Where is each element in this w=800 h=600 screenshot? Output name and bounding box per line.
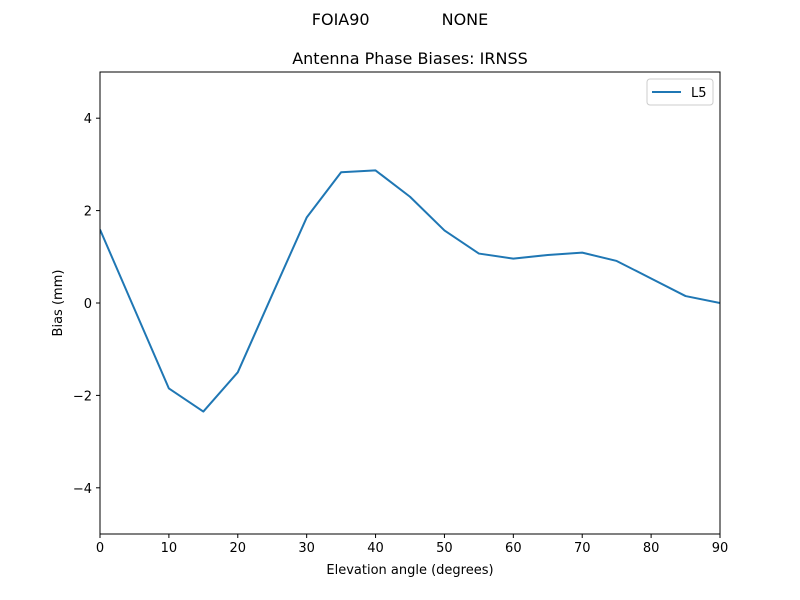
y-tick-label: 2 xyxy=(84,205,92,220)
x-tick-label: 0 xyxy=(96,541,104,556)
axes: 0 10 20 30 40 50 60 70 80 90 −4 −2 0 2 4 xyxy=(73,71,729,556)
x-tick-label: 10 xyxy=(161,541,178,556)
plot-area xyxy=(100,169,720,413)
y-tick-label: −4 xyxy=(73,482,92,497)
suptitle-left: FOIA90 xyxy=(311,10,370,29)
x-tick-label: 50 xyxy=(436,541,453,556)
x-tick-label: 40 xyxy=(367,541,384,556)
x-tick-label: 20 xyxy=(230,541,247,556)
chart-title: Antenna Phase Biases: IRNSS xyxy=(292,49,528,68)
x-tick-label: 70 xyxy=(574,541,591,556)
y-tick-label: 0 xyxy=(84,297,92,312)
x-tick-label: 90 xyxy=(712,541,729,556)
axes-frame xyxy=(99,71,721,535)
x-tick-label: 80 xyxy=(643,541,660,556)
y-tick-label: 4 xyxy=(84,112,92,127)
figure-suptitle: FOIA90 NONE xyxy=(0,10,800,29)
y-axis-label: Bias (mm) xyxy=(51,270,66,337)
x-axis-label: Elevation angle (degrees) xyxy=(326,563,493,578)
x-tick-label: 30 xyxy=(298,541,315,556)
legend-label-l5: L5 xyxy=(691,86,707,101)
legend: L5 xyxy=(646,78,714,106)
y-tick-label: −2 xyxy=(73,389,92,404)
suptitle-right: NONE xyxy=(441,10,489,29)
x-tick-label: 60 xyxy=(505,541,522,556)
series-line-l5 xyxy=(100,169,720,413)
